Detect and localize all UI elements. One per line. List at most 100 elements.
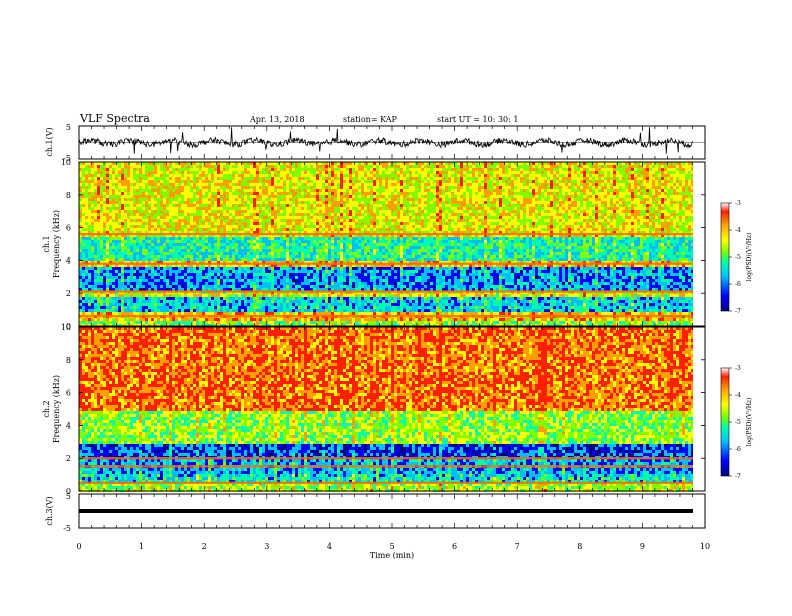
spectrogram-cell — [115, 222, 118, 225]
spectrogram-cell — [244, 225, 247, 228]
spectrogram-cell — [136, 252, 139, 255]
spectrogram-cell — [169, 294, 172, 297]
spectrogram-cell — [103, 273, 106, 276]
spectrogram-cell — [208, 243, 211, 246]
spectrogram-cell — [226, 270, 229, 273]
spectrogram-cell — [109, 228, 112, 231]
spectrogram-cell — [301, 219, 304, 222]
spectrogram-cell — [283, 255, 286, 258]
spectrogram-cell — [277, 243, 280, 246]
spectrogram-cell — [220, 255, 223, 258]
spectrogram-cell — [181, 213, 184, 216]
spectrogram-cell — [310, 189, 313, 192]
spectrogram-cell — [112, 192, 115, 195]
spectrogram-cell — [307, 258, 310, 261]
spectrogram-cell — [250, 309, 253, 312]
spectrogram-cell — [139, 285, 142, 288]
spectrogram-cell — [295, 201, 298, 204]
spectrogram-cell — [148, 213, 151, 216]
spectrogram-cell — [253, 243, 256, 246]
spectrogram-cell — [166, 243, 169, 246]
spectrogram-cell — [343, 237, 346, 240]
spectrogram-cell — [124, 213, 127, 216]
spectrogram-cell — [202, 174, 205, 177]
spectrogram-cell — [109, 165, 112, 168]
spectrogram-cell — [226, 213, 229, 216]
spectrogram-cell — [328, 186, 331, 189]
spectrogram-cell — [193, 276, 196, 279]
spectrogram-cell — [337, 297, 340, 300]
spectrogram-cell — [259, 285, 262, 288]
spectrogram-cell — [337, 180, 340, 183]
spectrogram-cell — [334, 282, 337, 285]
spectrogram-cell — [223, 168, 226, 171]
spectrogram-cell — [226, 228, 229, 231]
spectrogram-cell — [349, 177, 352, 180]
spectrogram-cell — [139, 189, 142, 192]
spectrogram-cell — [136, 228, 139, 231]
spectrogram-cell — [193, 252, 196, 255]
spectrogram-cell — [106, 237, 109, 240]
spectrogram-cell — [190, 279, 193, 282]
spectrogram-cell — [226, 267, 229, 270]
spectrogram-cell — [286, 192, 289, 195]
spectrogram-cell — [271, 216, 274, 219]
spectrogram-cell — [313, 267, 316, 270]
spectrogram-cell — [220, 219, 223, 222]
spectrogram-cell — [148, 216, 151, 219]
spectrogram-cell — [331, 168, 334, 171]
spectrogram-cell — [205, 198, 208, 201]
spectrogram-cell — [154, 195, 157, 198]
spectrogram-cell — [142, 174, 145, 177]
spectrogram-cell — [175, 192, 178, 195]
spectrogram-cell — [199, 165, 202, 168]
spectrogram-cell — [190, 189, 193, 192]
spectrogram-cell — [157, 237, 160, 240]
spectrogram-cell — [310, 255, 313, 258]
spectrogram-cell — [238, 192, 241, 195]
spectrogram-cell — [349, 213, 352, 216]
spectrogram-cell — [316, 180, 319, 183]
spectrogram-cell — [166, 210, 169, 213]
spectrogram-cell — [250, 276, 253, 279]
spectrogram-cell — [124, 285, 127, 288]
spectrogram-cell — [190, 180, 193, 183]
spectrogram-cell — [184, 168, 187, 171]
spectrogram-cell — [118, 189, 121, 192]
spectrogram-cell — [292, 228, 295, 231]
spectrogram-cell — [301, 267, 304, 270]
spectrogram-cell — [82, 279, 85, 282]
spectrogram-cell — [118, 210, 121, 213]
spectrogram-cell — [94, 183, 97, 186]
spectrogram-cell — [217, 165, 220, 168]
spectrogram-cell — [163, 225, 166, 228]
spectrogram-cell — [349, 198, 352, 201]
spectrogram-cell — [280, 195, 283, 198]
spectrogram-cell — [346, 228, 349, 231]
spectrogram-cell — [286, 279, 289, 282]
spectrogram-cell — [172, 309, 175, 312]
spectrogram-cell — [292, 270, 295, 273]
spectrogram-cell — [337, 171, 340, 174]
spectrogram-cell — [94, 174, 97, 177]
spectrogram-cell — [184, 204, 187, 207]
spectrogram-cell — [169, 171, 172, 174]
spectrogram-cell — [91, 240, 94, 243]
spectrogram-cell — [196, 258, 199, 261]
spectrogram-cell — [316, 282, 319, 285]
spectrogram-cell — [124, 306, 127, 309]
spectrogram-cell — [190, 246, 193, 249]
spectrogram-cell — [340, 312, 343, 315]
spectrogram-cell — [187, 165, 190, 168]
spectrogram-cell — [328, 195, 331, 198]
spectrogram-cell — [103, 237, 106, 240]
spectrogram-cell — [340, 183, 343, 186]
spectrogram-cell — [115, 216, 118, 219]
spectrogram-cell — [163, 186, 166, 189]
spectrogram-cell — [298, 216, 301, 219]
spectrogram-cell — [163, 243, 166, 246]
spectrogram-cell — [148, 189, 151, 192]
spectrogram-cell — [298, 195, 301, 198]
spectrogram-cell — [88, 309, 91, 312]
spectrogram-cell — [115, 195, 118, 198]
